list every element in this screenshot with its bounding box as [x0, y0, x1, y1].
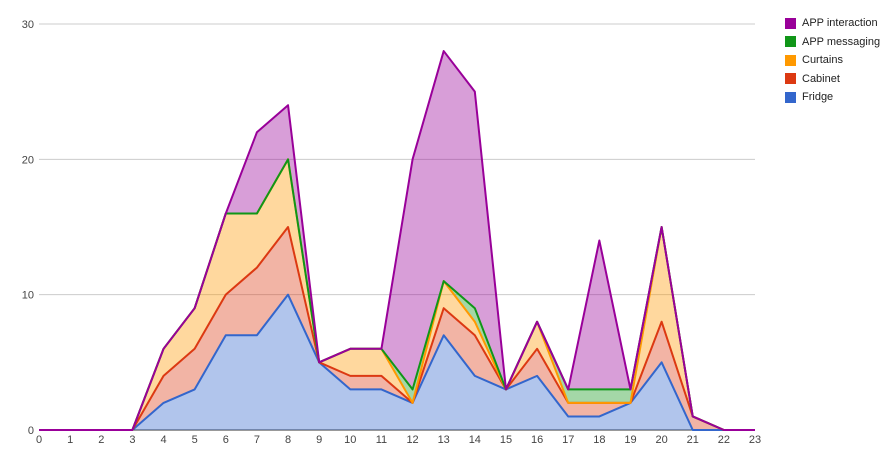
y-tick-label-20: 20 — [22, 154, 34, 166]
line-app-interaction — [39, 50, 755, 431]
legend-swatch-cabinet — [785, 73, 796, 85]
y-tick-label-0: 0 — [28, 425, 34, 437]
legend-label-curtains: Curtains — [802, 54, 843, 67]
x-tick-label-18: 18 — [593, 434, 605, 446]
area-fridge — [39, 294, 755, 430]
x-tick-label-19: 19 — [624, 434, 636, 446]
legend-swatch-fridge — [785, 91, 796, 103]
legend-item-app-interaction: APP interaction — [785, 14, 880, 33]
legend-item-app-messaging: APP messaging — [785, 33, 880, 52]
x-tick-label-22: 22 — [718, 434, 730, 446]
legend-swatch-app-interaction — [785, 17, 796, 29]
x-tick-label-11: 11 — [376, 434, 387, 446]
x-tick-label-15: 15 — [500, 434, 512, 446]
legend-swatch-app-messaging — [785, 36, 796, 48]
x-tick-label-3: 3 — [129, 434, 135, 446]
legend: APP interaction APP messaging Curtains Cabi… — [785, 14, 880, 107]
x-tick-label-4: 4 — [160, 434, 166, 446]
x-tick-label-21: 21 — [687, 434, 699, 446]
x-tick-label-8: 8 — [285, 434, 291, 446]
y-tick-label-30: 30 — [22, 19, 34, 31]
x-tick-label-6: 6 — [223, 434, 229, 446]
x-tick-label-5: 5 — [192, 434, 198, 446]
legend-swatch-curtains — [785, 54, 796, 66]
x-tick-label-9: 9 — [316, 434, 322, 446]
x-tick-label-23: 23 — [749, 434, 761, 446]
gridlines — [39, 23, 755, 431]
legend-label-fridge: Fridge — [802, 91, 834, 104]
x-tick-label-14: 14 — [469, 434, 481, 446]
legend-item-cabinet: Cabinet — [785, 70, 880, 89]
y-tick-label-10: 10 — [22, 290, 34, 302]
legend-label-app-messaging: APP messaging — [802, 35, 881, 48]
series-lines — [39, 50, 755, 431]
legend-label-app-interaction: APP interaction — [802, 17, 878, 30]
line-cabinet — [39, 226, 755, 431]
legend-item-curtains: Curtains — [785, 51, 880, 70]
x-tick-label-10: 10 — [344, 434, 356, 446]
x-tick-label-16: 16 — [531, 434, 543, 446]
x-tick-label-20: 20 — [655, 434, 667, 446]
x-tick-label-2: 2 — [98, 434, 104, 446]
x-tick-label-7: 7 — [254, 434, 260, 446]
legend-item-fridge: Fridge — [785, 88, 880, 107]
legend-label-cabinet: Cabinet — [802, 72, 840, 85]
x-tick-label-1: 1 — [67, 434, 73, 446]
series-areas — [39, 51, 755, 430]
area-app-interaction — [39, 51, 755, 430]
x-tick-label-12: 12 — [406, 434, 418, 446]
line-fridge — [39, 293, 755, 431]
x-tick-label-0: 0 — [36, 434, 42, 446]
x-tick-label-13: 13 — [438, 434, 450, 446]
x-tick-label-17: 17 — [562, 434, 574, 446]
